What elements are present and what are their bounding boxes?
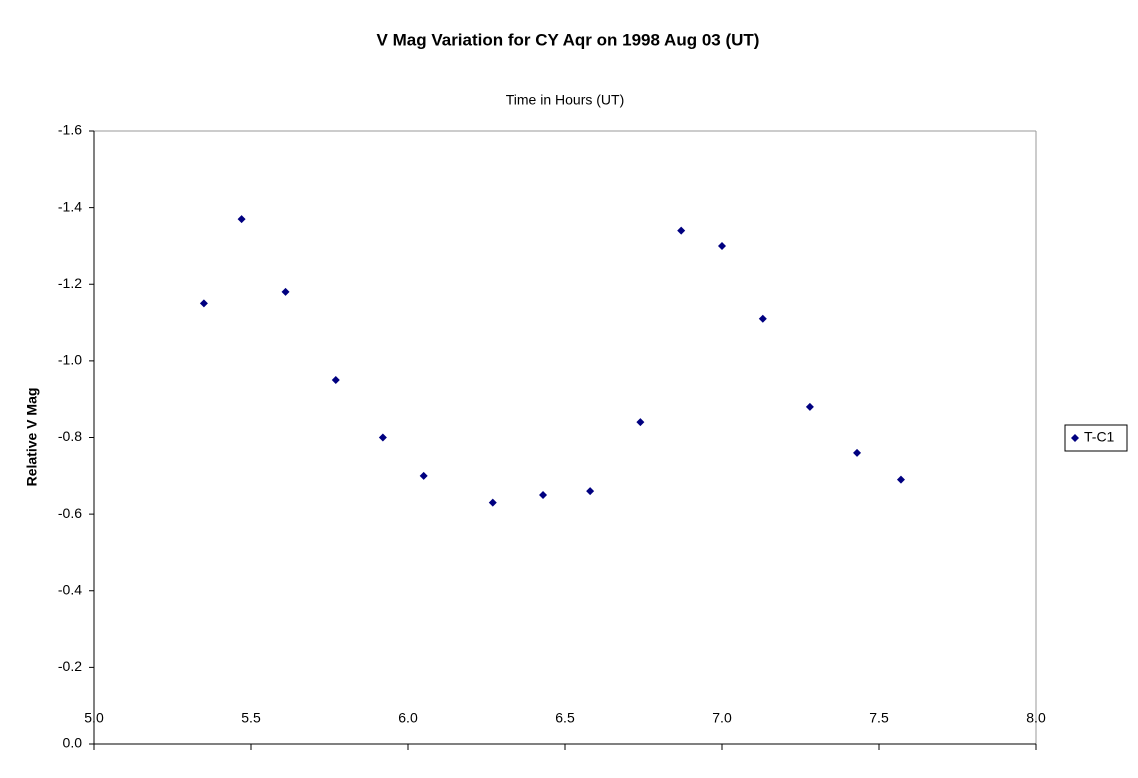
chart-title: V Mag Variation for CY Aqr on 1998 Aug 0…: [377, 30, 760, 49]
x-tick-label: 7.0: [712, 710, 732, 726]
data-point: [586, 487, 595, 496]
x-tick-label: 6.0: [398, 710, 418, 726]
data-point: [677, 226, 686, 235]
data-point: [281, 287, 290, 296]
data-point: [758, 314, 767, 323]
y-tick-label: -1.4: [58, 198, 82, 214]
data-point: [419, 471, 428, 480]
data-point: [539, 490, 548, 499]
data-point: [199, 299, 208, 308]
x-tick-label: 8.0: [1026, 710, 1046, 726]
data-point: [237, 215, 246, 224]
y-tick-label: -0.6: [58, 505, 82, 521]
data-point: [718, 241, 726, 250]
legend-marker: [1071, 434, 1079, 442]
x-tick-label: 7.5: [869, 710, 889, 726]
data-point: [488, 498, 497, 507]
y-tick-label: -0.4: [58, 581, 82, 597]
data-point: [896, 475, 905, 484]
y-tick-label: -0.2: [58, 658, 82, 674]
y-tick-label: -1.0: [58, 352, 82, 368]
data-point: [805, 402, 814, 411]
y-tick-label: -1.2: [58, 275, 82, 291]
x-tick-label: 6.5: [555, 710, 575, 726]
x-tick-label: 5.5: [241, 710, 261, 726]
data-point: [331, 376, 340, 385]
y-tick-label: -1.6: [58, 122, 82, 138]
x-tick-label: 5.0: [84, 710, 104, 726]
data-point: [853, 448, 862, 457]
x-axis-title: Time in Hours (UT): [506, 92, 625, 108]
y-tick-label: 0.0: [63, 735, 83, 751]
y-axis-title: Relative V Mag: [24, 388, 40, 487]
data-point: [378, 433, 387, 442]
y-tick-label: -0.8: [58, 428, 82, 444]
legend-label: T-C1: [1084, 429, 1115, 445]
data-point: [636, 418, 645, 427]
